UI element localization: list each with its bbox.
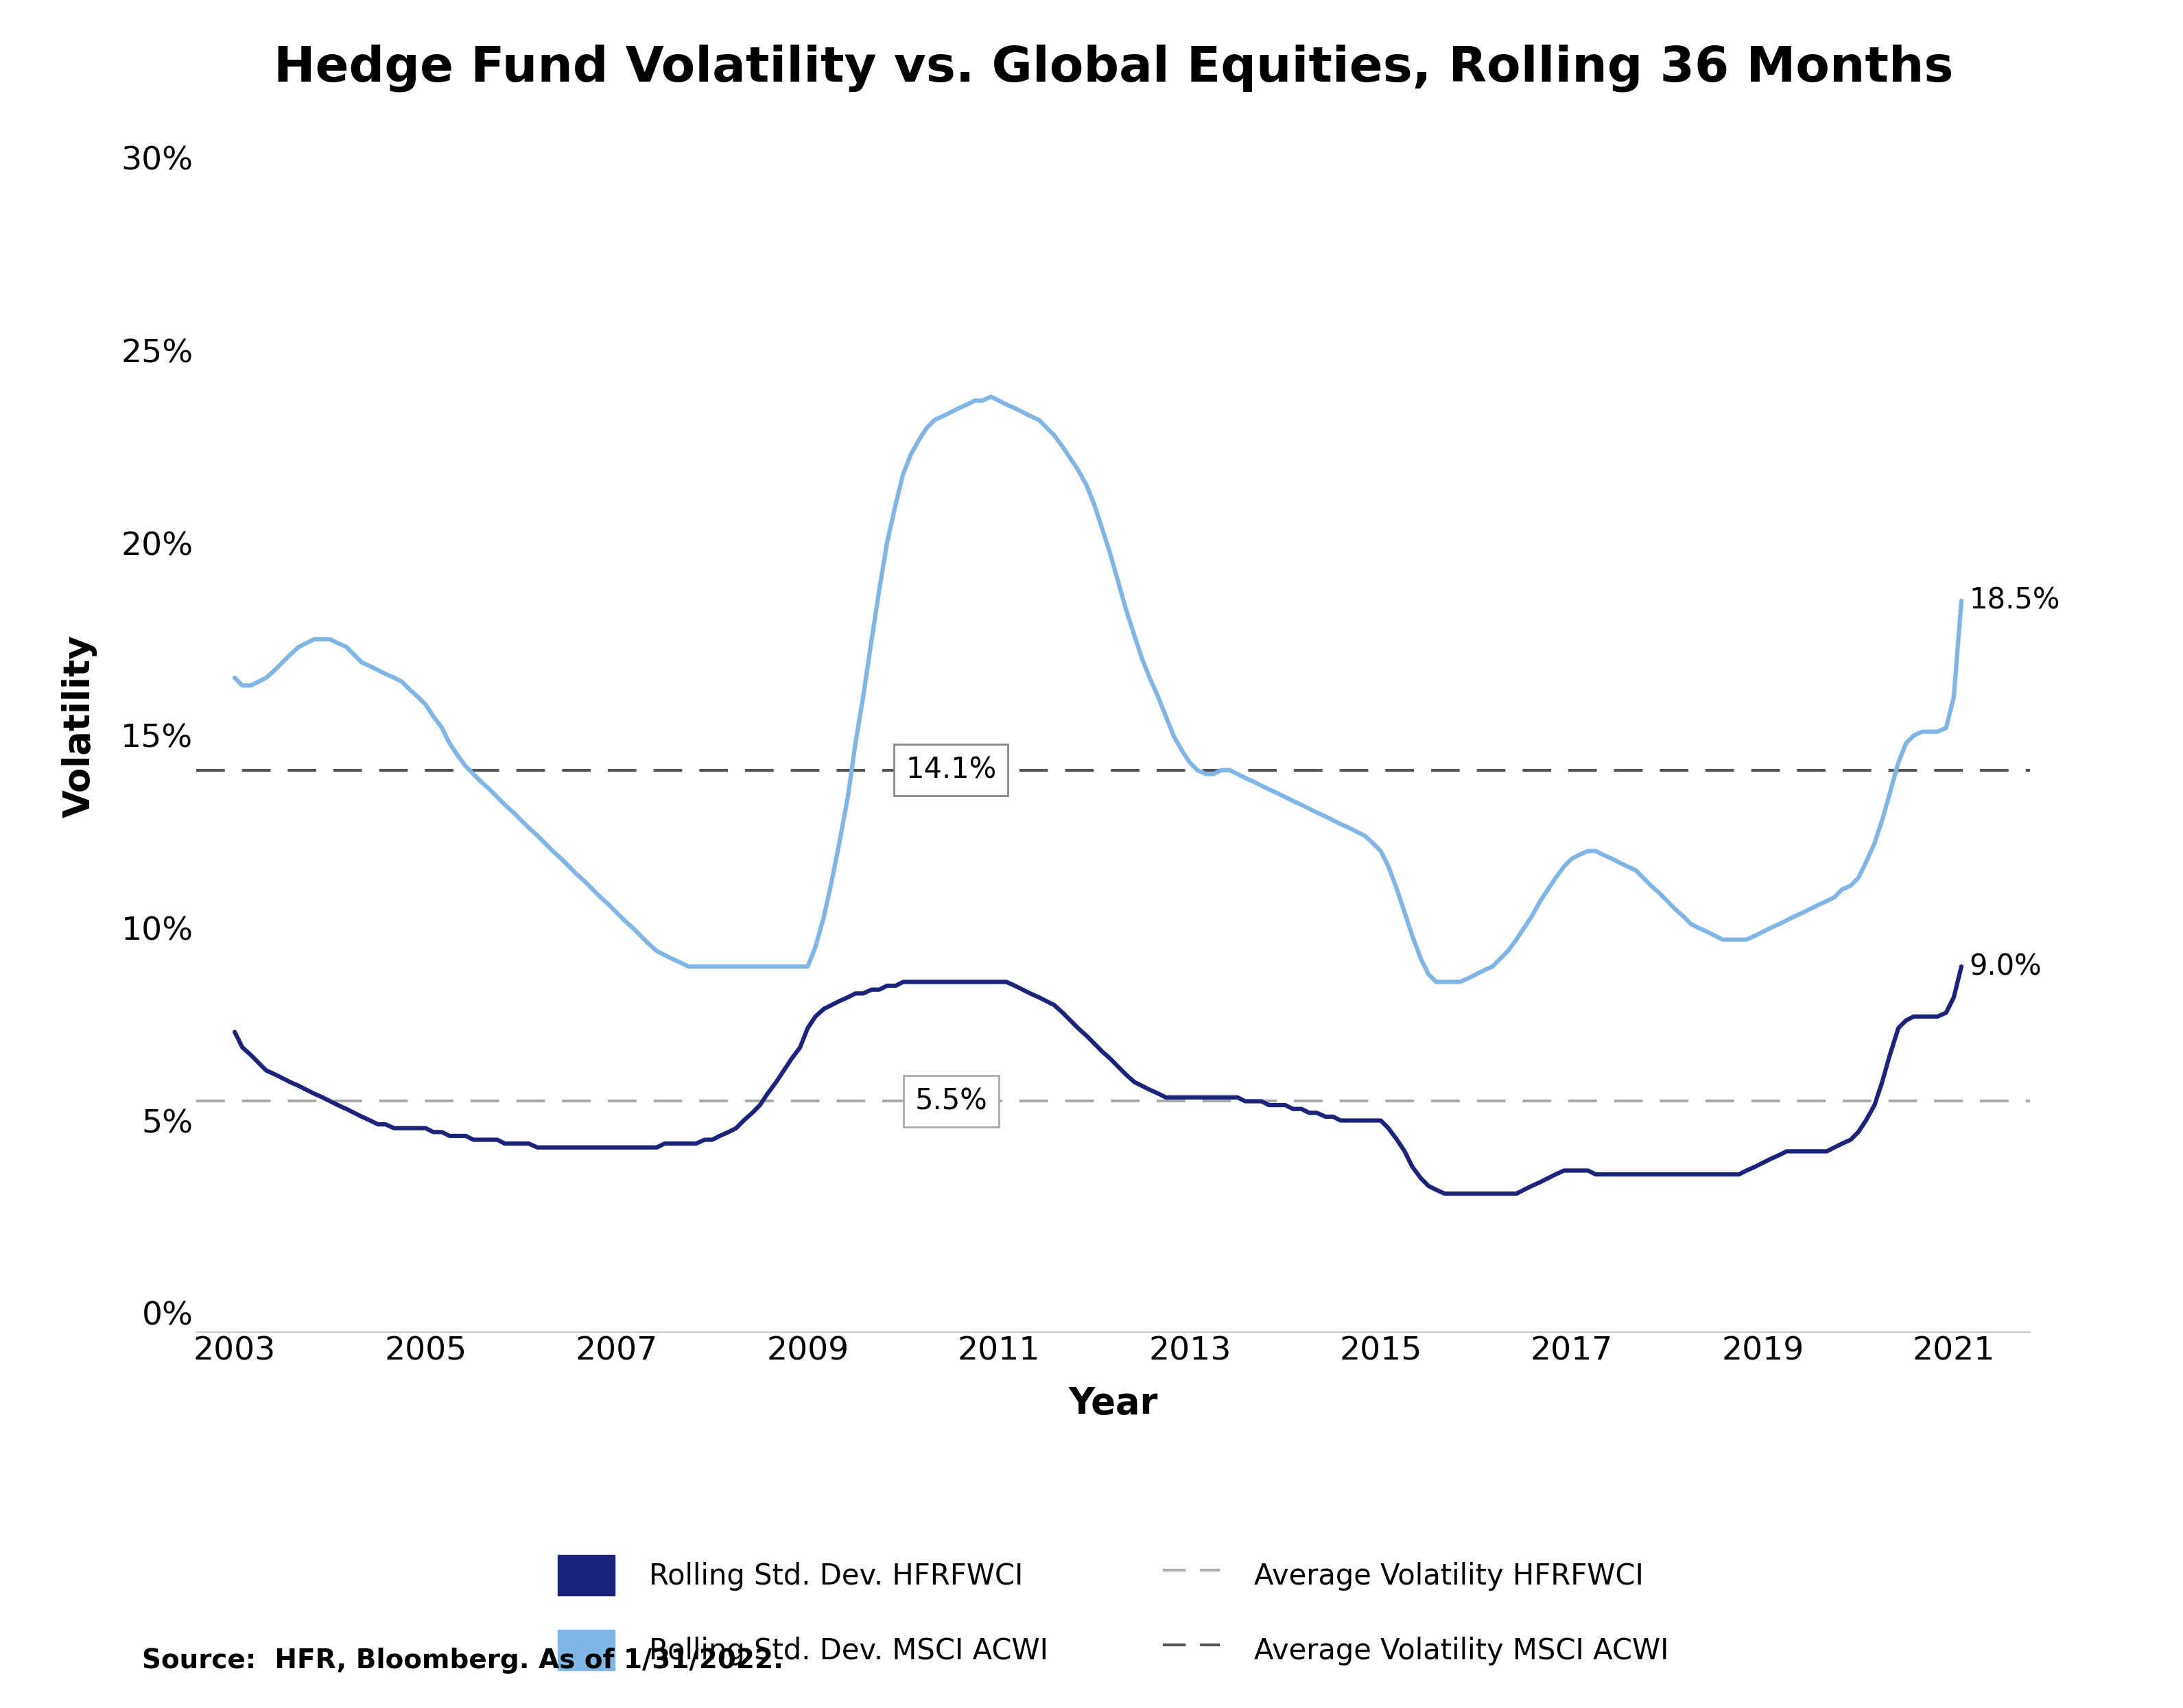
Text: 5.5%: 5.5%: [915, 1086, 987, 1115]
Y-axis label: Volatility: Volatility: [61, 634, 96, 818]
Title: Hedge Fund Volatility vs. Global Equities, Rolling 36 Months: Hedge Fund Volatility vs. Global Equitie…: [273, 44, 1954, 92]
Legend: Rolling Std. Dev. HFRFWCI, Rolling Std. Dev. MSCI ACWI, Average Volatility HFRFW: Rolling Std. Dev. HFRFWCI, Rolling Std. …: [546, 1544, 1681, 1682]
X-axis label: Year: Year: [1070, 1385, 1157, 1421]
Text: 18.5%: 18.5%: [1969, 586, 2061, 615]
Text: 9.0%: 9.0%: [1969, 951, 2041, 980]
Text: Source:  HFR, Bloomberg. As of 1/31/2022.: Source: HFR, Bloomberg. As of 1/31/2022.: [142, 1648, 784, 1674]
Text: 14.1%: 14.1%: [906, 755, 995, 784]
